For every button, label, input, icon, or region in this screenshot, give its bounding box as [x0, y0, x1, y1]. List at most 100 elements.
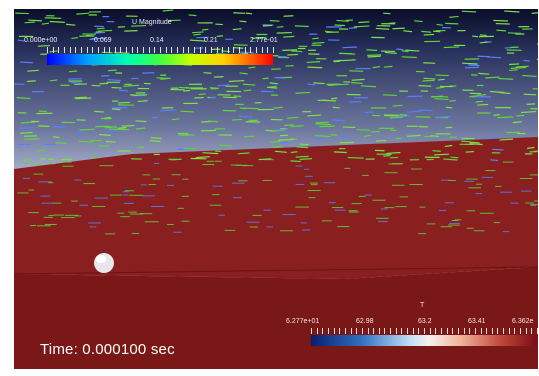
velocity-arrow	[333, 59, 343, 62]
velocity-arrow	[89, 38, 99, 41]
velocity-arrow	[195, 156, 210, 159]
velocity-arrow	[313, 82, 325, 85]
velocity-arrow	[347, 156, 364, 159]
temperature-legend-title: T	[420, 302, 425, 309]
velocity-arrow	[315, 137, 325, 140]
velocity-arrow	[137, 100, 148, 103]
velocity-arrow	[203, 72, 212, 74]
velocity-arrow	[464, 66, 480, 69]
velocity-arrow	[477, 103, 489, 106]
velocity-arrow	[390, 129, 397, 132]
velocity-arrow	[202, 152, 219, 155]
velocity-arrow	[228, 79, 245, 83]
velocity-arrow	[469, 141, 480, 144]
velocity-arrow	[340, 52, 356, 55]
velocity-tick-label: 2.77e-01	[250, 37, 278, 44]
velocity-arrow	[522, 74, 537, 78]
velocity-legend-title: U Magnitude	[132, 19, 172, 26]
velocity-arrow	[215, 23, 223, 26]
velocity-arrow	[188, 14, 197, 17]
velocity-arrow	[290, 137, 298, 140]
velocity-arrow	[433, 30, 441, 33]
velocity-arrow	[403, 30, 413, 33]
velocity-arrow	[97, 29, 113, 32]
velocity-arrow	[366, 49, 378, 51]
velocity-arrow	[364, 111, 374, 114]
velocity-arrow	[315, 123, 331, 126]
temperature-tick-label: 63.2	[418, 318, 432, 325]
temperature-tick-label: 63.41	[468, 318, 486, 325]
velocity-arrow	[217, 84, 230, 87]
velocity-arrow	[20, 61, 34, 64]
velocity-arrow	[383, 12, 391, 15]
velocity-arrow	[295, 155, 309, 158]
velocity-arrow	[349, 70, 364, 72]
velocity-arrow	[537, 43, 538, 45]
velocity-arrow	[279, 141, 290, 144]
velocity-arrow	[419, 109, 433, 112]
velocity-arrow	[160, 109, 176, 112]
velocity-arrow	[351, 78, 365, 81]
velocity-arrow	[461, 10, 477, 13]
velocity-arrow	[358, 21, 370, 24]
velocity-arrow	[375, 139, 387, 142]
velocity-arrow	[20, 121, 36, 124]
time-label: Time: 0.000100 sec	[40, 341, 175, 358]
velocity-arrow	[219, 144, 232, 147]
velocity-arrow	[477, 93, 487, 97]
velocity-arrow	[94, 110, 104, 113]
velocity-arrow	[382, 94, 397, 97]
velocity-arrow	[375, 27, 390, 30]
velocity-arrow	[75, 97, 92, 100]
velocity-arrow	[290, 151, 298, 154]
velocity-arrow	[330, 97, 338, 100]
velocity-arrow	[324, 30, 334, 33]
velocity-arrow	[193, 33, 201, 36]
velocity-arrow	[274, 76, 286, 79]
velocity-tick-label: 0.21	[204, 37, 218, 44]
velocity-arrow	[434, 153, 449, 156]
velocity-arrow	[487, 56, 502, 59]
velocity-arrow	[105, 130, 117, 132]
velocity-arrow	[209, 96, 216, 99]
velocity-arrow	[96, 27, 105, 30]
visualization-viewport[interactable]: U Magnitude 0.000e+00 0.069 0.14 0.21 2.…	[14, 9, 538, 369]
velocity-arrow	[342, 46, 358, 49]
velocity-arrow	[299, 158, 313, 161]
velocity-arrow	[131, 24, 146, 27]
velocity-arrow	[485, 76, 500, 79]
velocity-arrow	[386, 151, 401, 155]
velocity-arrow	[294, 25, 309, 28]
velocity-arrow	[266, 86, 278, 89]
velocity-arrow	[79, 128, 95, 131]
velocity-arrow	[496, 29, 506, 32]
velocity-arrow	[484, 137, 499, 140]
velocity-arrow	[117, 126, 127, 129]
temperature-tick-label: 6.277e+01	[286, 318, 320, 325]
velocity-arrow	[71, 82, 82, 84]
velocity-arrow	[107, 78, 121, 82]
velocity-arrow	[469, 142, 483, 146]
velocity-arrow	[401, 56, 417, 59]
velocity-arrow	[350, 81, 363, 85]
velocity-arrow	[498, 77, 514, 80]
velocity-arrow	[360, 85, 376, 88]
velocity-arrow	[160, 77, 171, 80]
velocity-arrow	[497, 116, 514, 119]
velocity-arrow	[121, 124, 135, 127]
velocity-arrow	[472, 35, 479, 38]
velocity-arrow	[526, 103, 536, 105]
velocity-arrow	[49, 79, 58, 82]
velocity-arrow	[111, 108, 121, 111]
velocity-arrow	[278, 138, 294, 141]
velocity-arrow	[372, 114, 381, 117]
velocity-arrow	[17, 143, 32, 146]
velocity-arrow	[52, 125, 66, 128]
velocity-arrow	[372, 66, 381, 69]
velocity-arrow	[180, 110, 194, 113]
velocity-arrow	[78, 140, 94, 143]
velocity-arrow	[296, 146, 309, 149]
velocity-arrow	[394, 115, 410, 118]
velocity-arrow	[274, 150, 287, 153]
velocity-arrow	[202, 28, 209, 31]
